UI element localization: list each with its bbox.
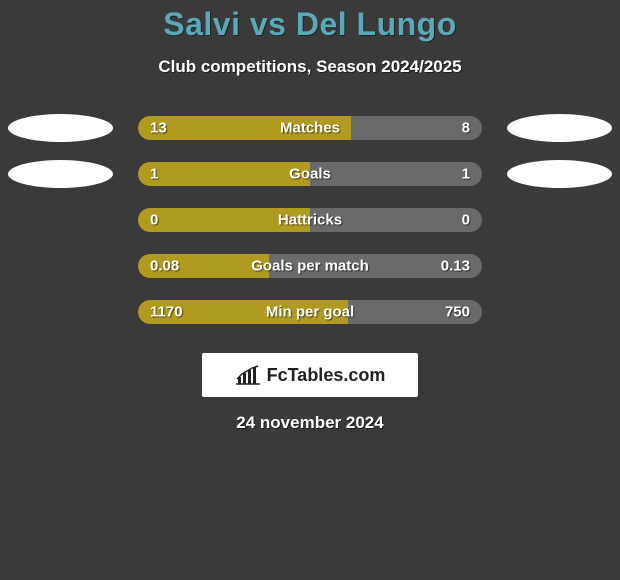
stat-bar-right-fill (310, 162, 482, 186)
comparison-rows: 138Matches 11Goals 00Hattricks 0.080.13Goal… (0, 105, 620, 335)
stat-bar-left-fill (138, 208, 310, 232)
stat-bar: 138Matches (138, 116, 482, 140)
stat-bar-right-fill (310, 208, 482, 232)
stat-bar-left-fill (138, 162, 310, 186)
stat-bar: 0.080.13Goals per match (138, 254, 482, 278)
team-left-oval (8, 160, 113, 188)
stat-bar-right-fill (269, 254, 482, 278)
stat-bar-right-fill (348, 300, 482, 324)
comparison-row: 138Matches (0, 105, 620, 151)
bar-chart-icon (235, 365, 261, 385)
subtitle: Club competitions, Season 2024/2025 (0, 57, 620, 77)
comparison-row: 0.080.13Goals per match (0, 243, 620, 289)
stat-bar-left-fill (138, 116, 351, 140)
date-text: 24 november 2024 (0, 413, 620, 433)
stat-bar: 1170750Min per goal (138, 300, 482, 324)
team-left-oval (8, 114, 113, 142)
comparison-row: 00Hattricks (0, 197, 620, 243)
comparison-row: 11Goals (0, 151, 620, 197)
team-right-oval (507, 160, 612, 188)
stat-bar: 11Goals (138, 162, 482, 186)
stat-bar-right-fill (351, 116, 482, 140)
logo-box: FcTables.com (202, 353, 418, 397)
stat-bar: 00Hattricks (138, 208, 482, 232)
page-title: Salvi vs Del Lungo (0, 6, 620, 43)
stat-bar-left-fill (138, 300, 348, 324)
comparison-row: 1170750Min per goal (0, 289, 620, 335)
stat-bar-left-fill (138, 254, 269, 278)
logo-text: FcTables.com (267, 365, 386, 386)
team-right-oval (507, 114, 612, 142)
